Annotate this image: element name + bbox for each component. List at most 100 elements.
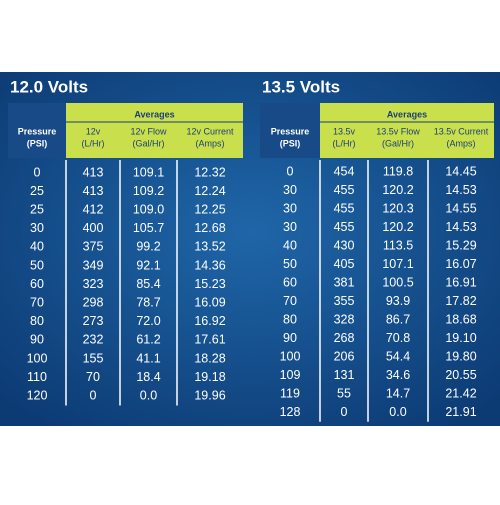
cell: 80 bbox=[30, 314, 44, 328]
cell: 100 bbox=[27, 351, 48, 365]
cell: 18.28 bbox=[194, 351, 225, 365]
table-title: 13.5 Volts bbox=[262, 77, 340, 96]
cell: 455 bbox=[334, 201, 355, 215]
cell: 110 bbox=[27, 370, 47, 384]
cell: 0.0 bbox=[389, 405, 406, 419]
cell: 15.29 bbox=[445, 238, 476, 252]
cell: 430 bbox=[334, 238, 355, 252]
column-unit: (Gal/Hr) bbox=[133, 138, 165, 148]
cell: 109 bbox=[280, 368, 301, 382]
column-unit: (Gal/Hr) bbox=[382, 138, 414, 148]
cell: 328 bbox=[334, 312, 355, 326]
cell: 86.7 bbox=[386, 312, 410, 326]
cell: 70.8 bbox=[386, 331, 410, 345]
column-label: 12v Current bbox=[186, 126, 234, 136]
cell: 14.36 bbox=[194, 258, 225, 272]
table-title: 12.0 Volts bbox=[10, 77, 88, 96]
cell: 25 bbox=[30, 202, 44, 216]
cell: 60 bbox=[30, 277, 44, 291]
cell: 12.25 bbox=[194, 202, 225, 216]
cell: 70 bbox=[86, 370, 100, 384]
cell: 412 bbox=[83, 202, 104, 216]
cell: 375 bbox=[83, 240, 104, 254]
cell: 268 bbox=[334, 331, 355, 345]
cell: 21.42 bbox=[445, 386, 476, 400]
cell: 40 bbox=[283, 238, 297, 252]
cell: 128 bbox=[280, 405, 301, 419]
column-label: 13.5v bbox=[333, 126, 356, 136]
pressure-label: Pressure bbox=[18, 126, 57, 136]
cell: 120 bbox=[27, 388, 48, 402]
cell: 14.55 bbox=[445, 201, 476, 215]
pressure-header bbox=[8, 103, 66, 158]
averages-header bbox=[320, 103, 494, 158]
averages-label: Averages bbox=[134, 109, 174, 119]
cell: 72.0 bbox=[136, 314, 160, 328]
cell: 273 bbox=[83, 314, 104, 328]
cell: 298 bbox=[83, 295, 104, 309]
column-label: 12v Flow bbox=[130, 126, 167, 136]
cell: 21.91 bbox=[445, 405, 476, 419]
column-label: 13.5v Flow bbox=[376, 126, 420, 136]
column-label: 12v bbox=[86, 126, 101, 136]
cell: 61.2 bbox=[136, 333, 160, 347]
cell: 120.2 bbox=[382, 220, 413, 234]
cell: 355 bbox=[334, 294, 355, 308]
cell: 113.5 bbox=[383, 238, 413, 252]
cell: 349 bbox=[83, 258, 104, 272]
averages-label: Averages bbox=[387, 109, 427, 119]
pressure-unit: (PSI) bbox=[27, 138, 48, 148]
cell: 100.5 bbox=[382, 275, 413, 289]
cell: 0 bbox=[90, 388, 97, 402]
cell: 25 bbox=[30, 184, 44, 198]
cell: 119.8 bbox=[383, 164, 413, 178]
cell: 13.52 bbox=[194, 240, 225, 254]
cell: 12.32 bbox=[194, 165, 225, 179]
cell: 19.80 bbox=[445, 349, 476, 363]
cell: 131 bbox=[334, 368, 355, 382]
pressure-unit: (PSI) bbox=[280, 138, 301, 148]
cell: 455 bbox=[334, 183, 355, 197]
cell: 16.92 bbox=[194, 314, 225, 328]
cell: 14.45 bbox=[445, 164, 476, 178]
cell: 100 bbox=[280, 349, 301, 363]
cell: 18.68 bbox=[445, 312, 476, 326]
cell: 119 bbox=[280, 386, 300, 400]
cell: 15.23 bbox=[194, 277, 225, 291]
cell: 40 bbox=[30, 240, 44, 254]
cell: 16.91 bbox=[445, 275, 476, 289]
column-label: 13.5v Current bbox=[434, 126, 489, 136]
cell: 50 bbox=[283, 257, 297, 271]
cell: 78.7 bbox=[136, 295, 160, 309]
cell: 381 bbox=[334, 275, 355, 289]
cell: 12.68 bbox=[194, 221, 225, 235]
column-unit: (L/Hr) bbox=[333, 138, 356, 148]
cell: 109.1 bbox=[133, 165, 164, 179]
cell: 30 bbox=[30, 221, 44, 235]
column-unit: (Amps) bbox=[196, 138, 225, 148]
cell: 12.24 bbox=[194, 184, 225, 198]
cell: 14.53 bbox=[445, 183, 476, 197]
cell: 17.82 bbox=[445, 294, 476, 308]
cell: 107.1 bbox=[382, 257, 413, 271]
cell: 455 bbox=[334, 220, 355, 234]
cell: 155 bbox=[83, 351, 104, 365]
column-unit: (L/Hr) bbox=[82, 138, 105, 148]
cell: 93.9 bbox=[386, 294, 410, 308]
cell: 92.1 bbox=[136, 258, 160, 272]
cell: 232 bbox=[83, 333, 104, 347]
cell: 19.96 bbox=[194, 388, 225, 402]
cell: 0 bbox=[34, 165, 41, 179]
cell: 323 bbox=[83, 277, 104, 291]
cell: 0 bbox=[287, 164, 294, 178]
cell: 70 bbox=[283, 294, 297, 308]
cell: 120.2 bbox=[382, 183, 413, 197]
cell: 413 bbox=[83, 184, 104, 198]
cell: 17.61 bbox=[194, 333, 225, 347]
pressure-label: Pressure bbox=[271, 126, 310, 136]
cell: 90 bbox=[30, 333, 44, 347]
cell: 14.53 bbox=[445, 220, 476, 234]
cell: 60 bbox=[283, 275, 297, 289]
cell: 54.4 bbox=[386, 349, 410, 363]
